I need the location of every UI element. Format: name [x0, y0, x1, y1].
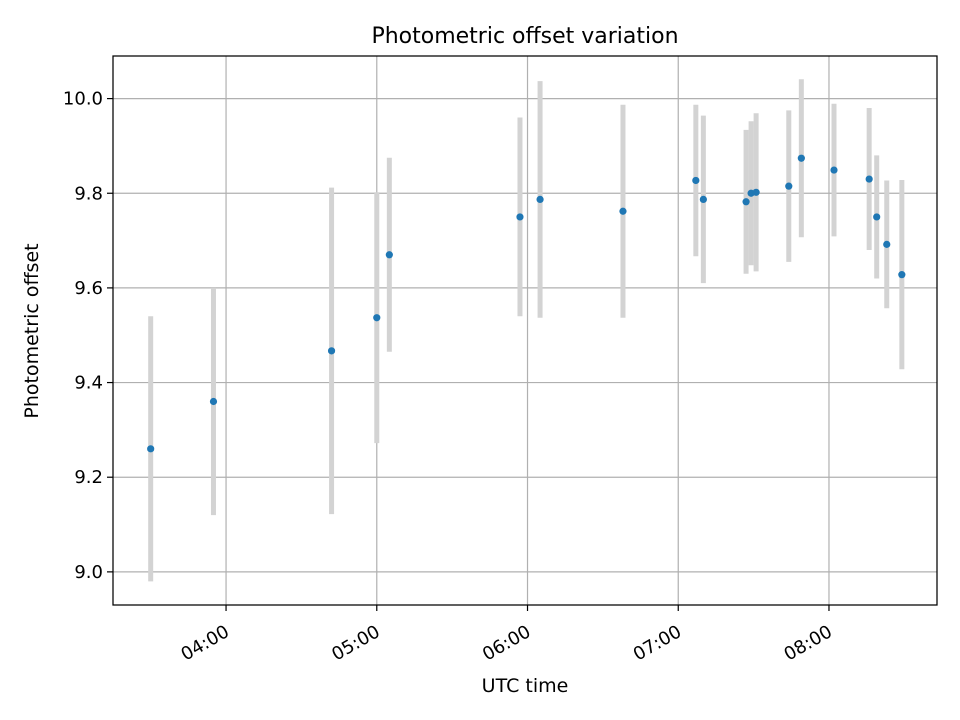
data-point — [865, 175, 873, 183]
x-axis-label: UTC time — [482, 675, 569, 697]
data-point — [830, 166, 838, 174]
data-point — [898, 271, 906, 279]
y-axis-ticks: 9.0 9.2 9.4 9.6 9.8 10.0 — [63, 89, 113, 583]
y-tick-label: 9.2 — [74, 467, 103, 488]
plot-frame — [112, 55, 938, 606]
y-tick-label: 9.0 — [74, 562, 103, 583]
data-point — [147, 445, 155, 453]
data-points — [147, 154, 906, 453]
y-tick-label: 9.6 — [74, 278, 103, 299]
y-tick-label: 9.4 — [74, 373, 103, 394]
data-point — [209, 397, 218, 406]
data-point — [742, 198, 750, 206]
y-tick-label: 9.8 — [74, 183, 103, 204]
data-point — [873, 213, 881, 221]
data-point — [516, 213, 524, 221]
data-point — [699, 195, 707, 204]
y-axis-label: Photometric offset — [21, 243, 43, 418]
data-point — [385, 251, 393, 259]
data-point — [752, 188, 760, 196]
chart-title: Photometric offset variation — [371, 24, 678, 49]
data-point — [619, 207, 627, 215]
data-point — [785, 182, 793, 190]
data-point — [797, 154, 805, 162]
data-point — [536, 195, 544, 204]
data-point — [327, 347, 336, 355]
data-point — [692, 176, 700, 185]
data-point — [373, 314, 381, 322]
y-tick-label: 10.0 — [63, 89, 103, 110]
data-point — [883, 240, 891, 248]
